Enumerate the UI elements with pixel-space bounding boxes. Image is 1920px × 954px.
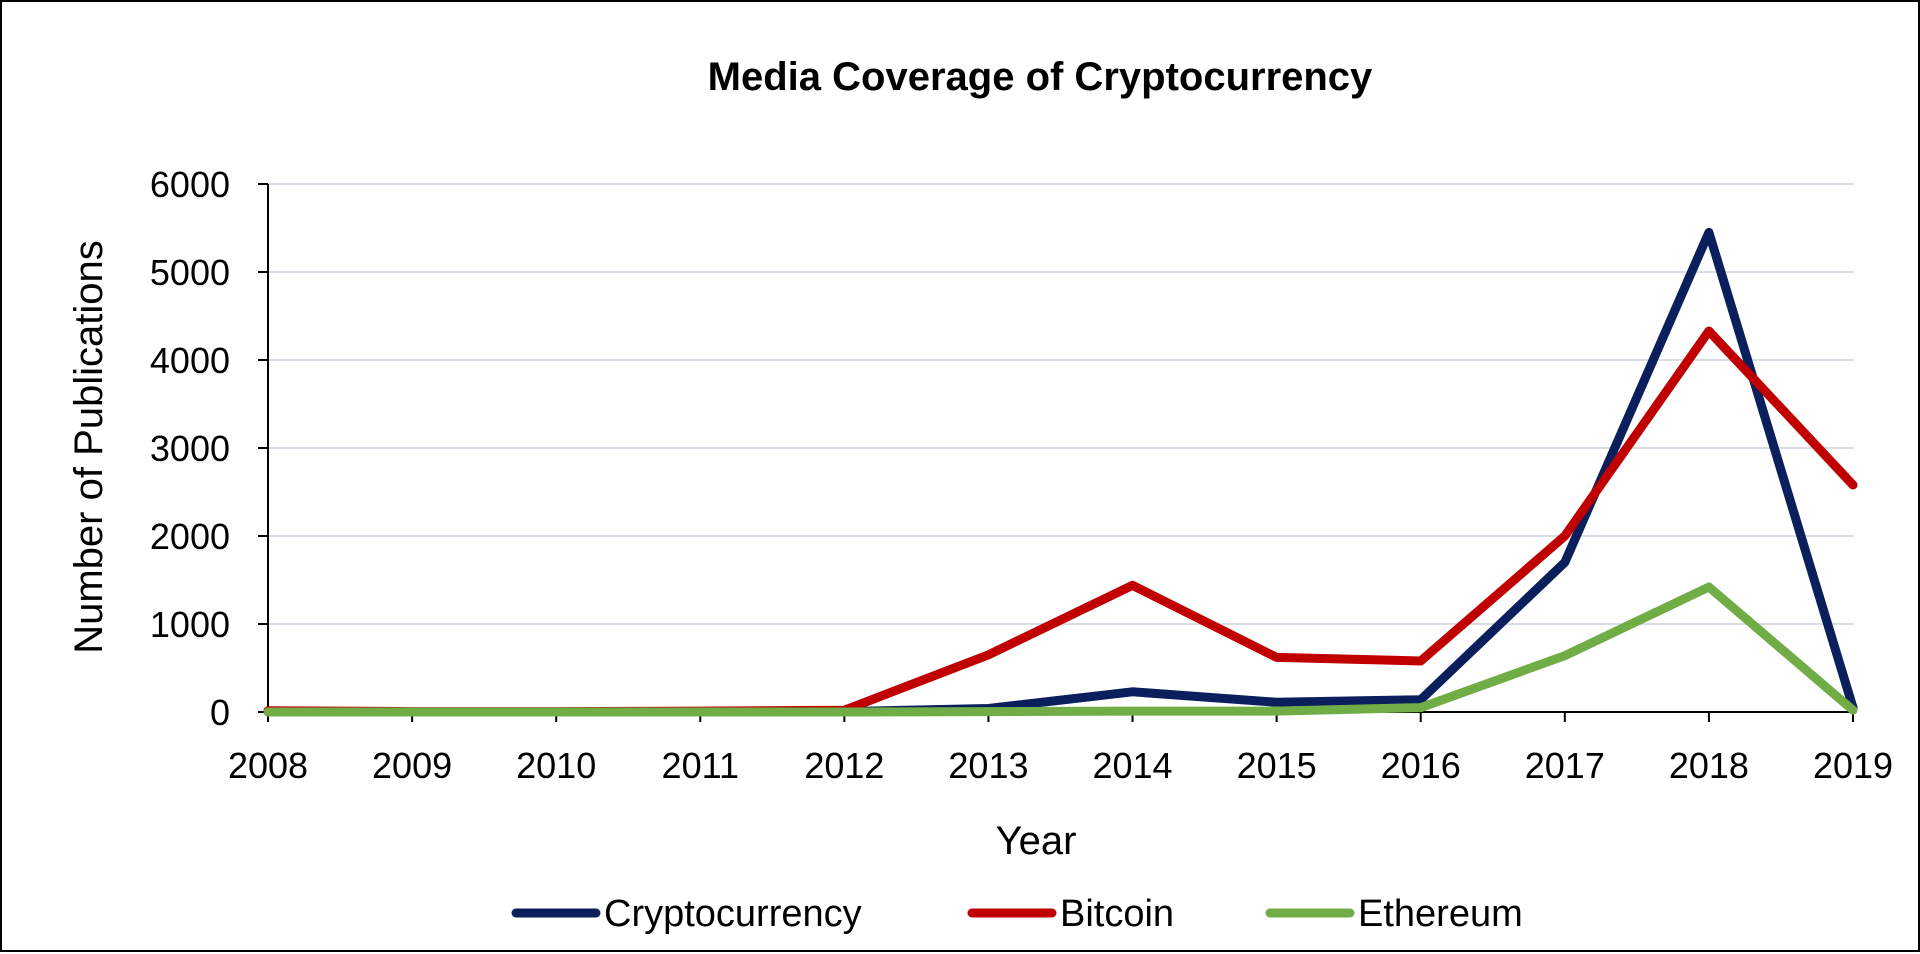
x-tick-label: 2008	[228, 745, 308, 786]
y-tick-label: 3000	[150, 428, 230, 469]
y-axis-title: Number of Publications	[67, 240, 111, 654]
x-tick-label: 2010	[516, 745, 596, 786]
series-lines	[263, 227, 1858, 717]
x-tick-label: 2011	[662, 745, 739, 786]
y-tick-label: 5000	[150, 252, 230, 293]
x-tick-label: 2009	[372, 745, 452, 786]
y-tick-label: 6000	[150, 164, 230, 205]
y-tick-label: 0	[210, 692, 230, 733]
legend-label-bitcoin: Bitcoin	[1060, 893, 1174, 935]
x-tick-label: 2014	[1092, 745, 1172, 786]
y-tick-label: 1000	[150, 604, 230, 645]
x-tick-label: 2013	[948, 745, 1028, 786]
legend-label-cryptocurrency: Cryptocurrency	[604, 893, 862, 935]
x-tick-label: 2015	[1237, 745, 1317, 786]
y-tick-label: 4000	[150, 340, 230, 381]
series-line-ethereum	[263, 582, 1858, 717]
x-tick-label: 2017	[1525, 745, 1605, 786]
series-line-bitcoin	[263, 326, 1858, 717]
x-tick-label: 2019	[1813, 745, 1893, 786]
chart-title: Media Coverage of Cryptocurrency	[708, 55, 1373, 99]
legend-label-ethereum: Ethereum	[1358, 893, 1523, 935]
x-tick-label: 2016	[1381, 745, 1461, 786]
x-tick-label: 2018	[1669, 745, 1749, 786]
y-tick-label: 2000	[150, 516, 230, 557]
x-axis-title: Year	[996, 819, 1077, 863]
tick-labels: 0 1000 2000 3000 4000 5000 6000 2008 2009 2010 201…	[150, 164, 1893, 786]
series-line-cryptocurrency	[263, 227, 1858, 717]
legend: Cryptocurrency Bitcoin Ethereum	[511, 893, 1523, 935]
x-tick-label: 2012	[804, 745, 884, 786]
gridlines	[268, 183, 1853, 625]
